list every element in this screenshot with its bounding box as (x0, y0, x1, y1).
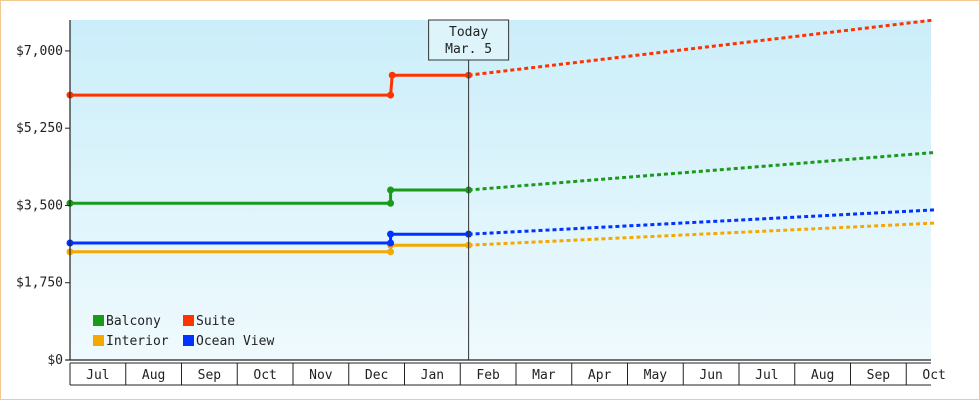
month-label: Jan (421, 368, 444, 383)
series-balcony-point (387, 199, 395, 207)
y-tick-label: $7,000 (16, 44, 63, 59)
month-label: Jul (86, 368, 109, 383)
series-suite-actual (70, 73, 469, 97)
axis-layer: $0 $1,750 $3,500 $5,250 $7,000 Jul Aug Sep Oct No… (16, 20, 946, 386)
series-suite-point (388, 71, 396, 79)
month-label: Oct (922, 368, 945, 383)
month-label: Jul (755, 368, 778, 383)
y-tick-label: $1,750 (16, 276, 63, 291)
plot-background (70, 20, 931, 360)
month-label: May (644, 368, 668, 383)
month-label: Aug (811, 368, 834, 383)
month-label: Aug (142, 368, 165, 383)
series-suite-point (387, 91, 395, 99)
y-tick-label: $5,250 (16, 121, 63, 136)
month-label: Apr (588, 368, 612, 383)
month-label: Sep (198, 368, 222, 383)
today-date: Mar. 5 (445, 42, 492, 57)
month-label: Sep (867, 368, 891, 383)
legend-label: Ocean View (196, 334, 274, 349)
series-balcony-actual (70, 188, 469, 205)
series-ocean-view-point (387, 230, 395, 238)
legend-swatch (93, 335, 104, 346)
series-balcony-point (387, 186, 395, 194)
month-label: Oct (253, 368, 276, 383)
legend-swatch (183, 315, 194, 326)
y-tick-label: $3,500 (16, 198, 63, 213)
month-label: Mar (532, 368, 556, 383)
legend-label: Interior (106, 334, 169, 349)
today-label: Today (449, 25, 488, 40)
legend-label: Balcony (106, 314, 161, 329)
y-tick-label: $0 (47, 353, 63, 368)
series-interior-point (387, 248, 395, 256)
series-ocean-view-projected (468, 208, 935, 236)
series-balcony-projected (468, 151, 935, 192)
month-label: Feb (476, 368, 500, 383)
series-layer (66, 18, 935, 256)
series-ocean-view-actual (70, 232, 469, 245)
series-suite-projected (468, 18, 935, 77)
today-box (428, 19, 510, 61)
legend-label: Suite (196, 314, 235, 329)
series-ocean-view-point (387, 239, 395, 247)
legend-swatch (93, 315, 104, 326)
month-label: Dec (365, 368, 388, 383)
month-label: Nov (309, 368, 333, 383)
legend-swatch (183, 335, 194, 346)
today-marker: Today Mar. 5 (428, 19, 510, 360)
month-label: Jun (699, 368, 722, 383)
series-interior-projected (468, 221, 935, 247)
legend: Balcony Suite Interior Ocean View (93, 314, 274, 349)
